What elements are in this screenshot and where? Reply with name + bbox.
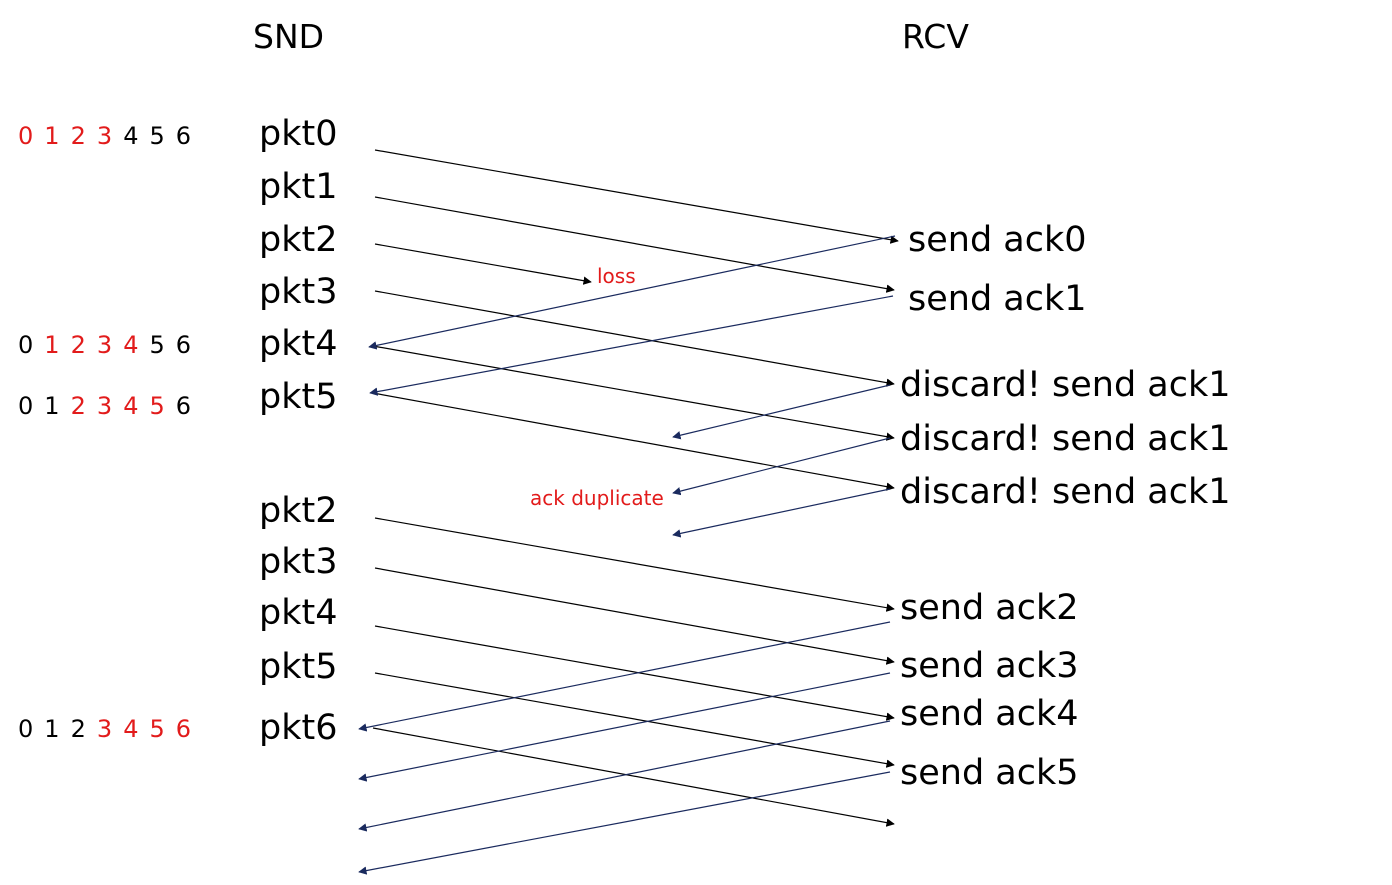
sender-header: SND [253, 17, 325, 56]
ack-arrow [358, 672, 891, 782]
window-digit: 0 [18, 392, 34, 420]
packet-arrow [374, 290, 895, 387]
window-digit: 2 [70, 392, 86, 420]
packet-arrow [374, 672, 895, 768]
window-digit: 6 [175, 331, 192, 359]
packet-arrow [374, 517, 895, 612]
window-digit: 4 [123, 392, 139, 420]
window-digit: 0 [18, 122, 34, 150]
window-digit: 6 [175, 392, 192, 420]
ack-arrow [368, 235, 896, 350]
receiver-event: discard! send ack1 [900, 419, 1231, 459]
window-digit: 5 [149, 331, 165, 359]
receiver-event: send ack0 [908, 220, 1087, 260]
sender-packet: pkt6 [259, 708, 338, 748]
sender-packet: pkt5 [259, 647, 338, 687]
ack-arrow [358, 720, 891, 832]
window-digit: 5 [149, 122, 165, 150]
window-digit: 2 [70, 715, 86, 743]
window-digit: 1 [44, 331, 60, 359]
window-digit: 1 [44, 392, 60, 420]
packet-arrow [374, 625, 895, 721]
receiver-event: send ack5 [900, 753, 1079, 793]
window-digit: 0 [18, 715, 34, 743]
sender-packet: pkt3 [259, 272, 338, 312]
receiver-header: RCV [902, 17, 969, 56]
window-digit: 3 [96, 331, 113, 359]
sender-packet: pkt5 [259, 377, 338, 417]
window-digit: 1 [44, 715, 60, 743]
window-digit: 2 [70, 122, 86, 150]
ack-arrow [672, 437, 891, 496]
receiver-event: send ack2 [900, 588, 1079, 628]
window-digit: 5 [149, 715, 165, 743]
window-digit: 0 [18, 331, 34, 359]
sender-packet: pkt3 [259, 542, 338, 582]
packet-arrow [374, 196, 895, 293]
sender-packet: pkt2 [259, 491, 338, 531]
packet-arrow [374, 149, 899, 244]
ack-arrow [672, 384, 891, 440]
window-digit: 1 [44, 122, 60, 150]
packet-arrow-lost [374, 243, 592, 285]
ack-arrow [369, 295, 894, 396]
sender-packet: pkt4 [259, 324, 338, 364]
receiver-event: discard! send ack1 [900, 472, 1231, 512]
packet-arrow [372, 392, 895, 491]
ack-arrow [358, 621, 891, 732]
receiver-event: send ack3 [900, 646, 1079, 686]
window-digit: 4 [123, 715, 139, 743]
window-digit: 6 [175, 715, 192, 743]
window-digit: 4 [123, 331, 139, 359]
packet-arrow [372, 727, 895, 827]
window-digit: 6 [175, 122, 192, 150]
packet-arrow [372, 345, 895, 441]
ack-arrow [672, 488, 891, 538]
receiver-event: send ack1 [908, 279, 1087, 319]
window-digit: 3 [96, 122, 113, 150]
packet-arrow [374, 567, 895, 665]
sender-packet: pkt1 [259, 167, 338, 207]
sender-packet: pkt0 [259, 114, 338, 154]
ack-duplicate-label: ack duplicate [530, 486, 664, 510]
sender-packet: pkt4 [259, 593, 338, 633]
receiver-event: send ack4 [900, 694, 1079, 734]
window-digit: 3 [96, 392, 113, 420]
window-digit: 3 [96, 715, 113, 743]
ack-arrow [358, 771, 891, 875]
window-digit: 5 [149, 392, 165, 420]
sender-packet: pkt2 [259, 220, 338, 260]
window-digit: 2 [70, 331, 86, 359]
loss-label: loss [597, 264, 636, 288]
receiver-event: discard! send ack1 [900, 365, 1231, 405]
window-digit: 4 [123, 122, 139, 150]
